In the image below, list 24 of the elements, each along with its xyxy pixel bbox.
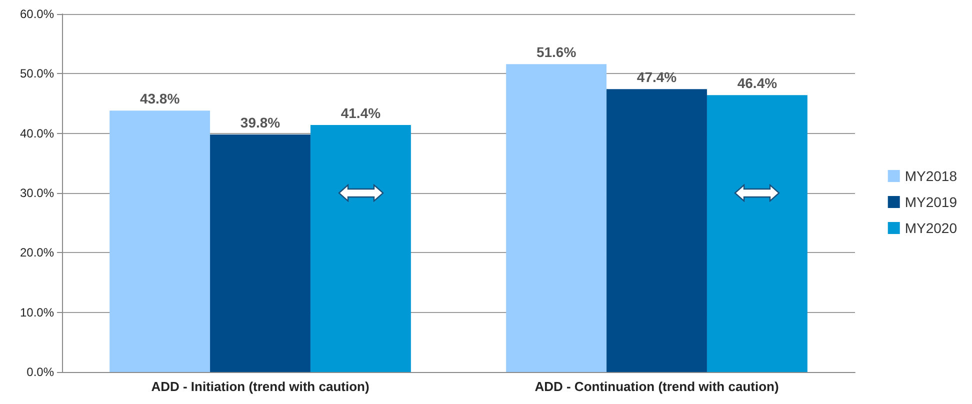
bar xyxy=(310,124,411,372)
data-label: 39.8% xyxy=(240,114,281,131)
x-tick-label: ADD - Initiation (trend with caution) xyxy=(151,379,370,394)
y-tick-label: 50.0% xyxy=(20,66,54,81)
x-tick-label: ADD - Continuation (trend with caution) xyxy=(534,379,779,394)
data-label: 51.6% xyxy=(536,44,577,60)
data-label: 41.4% xyxy=(340,104,382,121)
bar xyxy=(606,89,707,372)
bar xyxy=(210,134,310,372)
data-label: 47.4% xyxy=(636,69,678,86)
y-tick-label: 40.0% xyxy=(20,126,54,140)
data-label: 43.8% xyxy=(140,90,180,107)
data-label: 46.4% xyxy=(737,75,778,92)
bar xyxy=(110,110,210,372)
legend-label: MY2019 xyxy=(904,194,958,210)
y-tick-label: 30.0% xyxy=(20,186,54,200)
y-tick-label: 20.0% xyxy=(20,246,54,260)
bar xyxy=(506,64,607,372)
bar xyxy=(706,95,808,372)
y-tick-label: 10.0% xyxy=(20,305,54,320)
y-tick-label: 0.0% xyxy=(26,365,54,379)
y-tick-label: 60.0% xyxy=(20,7,54,21)
legend-label: MY2020 xyxy=(904,220,958,236)
legend-label: MY2018 xyxy=(904,168,958,184)
